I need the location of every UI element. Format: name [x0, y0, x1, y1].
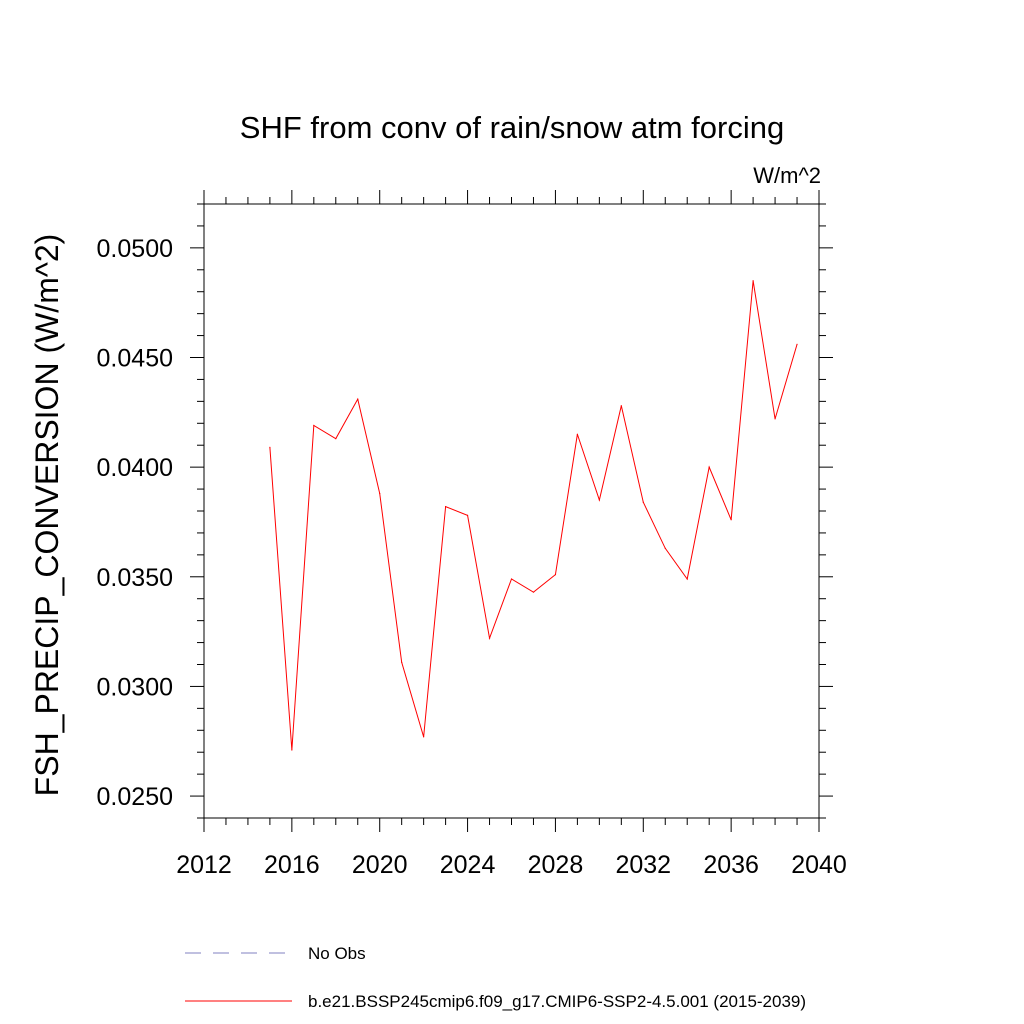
- data-point: [510, 578, 513, 580]
- data-point: [620, 405, 622, 407]
- legend-label-1: b.e21.BSSP245cmip6.f09_g17.CMIP6-SSP2-4.…: [308, 992, 806, 1011]
- data-point: [488, 637, 491, 639]
- data-point: [576, 433, 578, 435]
- x-tick-label: 2024: [440, 851, 496, 879]
- data-point: [335, 438, 337, 440]
- y-tick-label: 0.0400: [97, 454, 173, 482]
- y-tick-label: 0.0450: [97, 345, 173, 373]
- data-point: [401, 661, 403, 663]
- data-point: [598, 499, 600, 501]
- legend: No Obs b.e21.BSSP245cmip6.f09_g17.CMIP6-S…: [185, 944, 806, 1011]
- x-tick-label: 2040: [791, 851, 847, 879]
- data-point: [708, 466, 710, 468]
- series-group: [269, 280, 798, 751]
- data-point: [664, 547, 666, 549]
- x-tick-label: 2036: [703, 851, 759, 879]
- y-tick-label: 0.0250: [97, 783, 173, 811]
- data-point: [269, 446, 271, 449]
- data-point: [423, 736, 425, 738]
- x-tick-label: 2028: [528, 851, 584, 879]
- units-label: W/m^2: [753, 163, 821, 188]
- x-tick-label: 2032: [615, 851, 671, 879]
- data-point: [642, 501, 644, 503]
- y-axis-label: FSH_PRECIP_CONVERSION (W/m^2): [29, 234, 65, 797]
- data-point: [686, 578, 688, 580]
- data-point: [774, 418, 776, 420]
- series-line-0: [269, 280, 798, 751]
- y-axis: 0.0250 0.0300 0.0350 0.0400 0.0450 0.0500: [97, 203, 833, 819]
- data-point: [466, 514, 469, 516]
- y-tick-label: 0.0350: [97, 564, 173, 592]
- data-point: [796, 343, 798, 345]
- x-axis: 2012 2016 2020 2024 2028 2032 2036 2040: [176, 190, 847, 879]
- data-point: [532, 591, 535, 593]
- y-tick-label: 0.0300: [97, 673, 173, 701]
- x-tick-label: 2016: [264, 851, 320, 879]
- plot-frame: [203, 203, 820, 819]
- data-point: [752, 280, 754, 282]
- data-point: [291, 749, 293, 751]
- data-point: [313, 424, 315, 427]
- y-tick-label: 0.0500: [97, 235, 173, 263]
- chart-title: SHF from conv of rain/snow atm forcing: [240, 110, 784, 145]
- data-point: [379, 492, 381, 495]
- x-tick-label: 2012: [176, 851, 232, 879]
- data-point: [554, 573, 557, 576]
- legend-label-0: No Obs: [308, 944, 366, 963]
- data-point: [357, 398, 359, 400]
- data-point: [730, 519, 732, 521]
- x-tick-label: 2020: [352, 851, 408, 879]
- data-point: [445, 506, 447, 508]
